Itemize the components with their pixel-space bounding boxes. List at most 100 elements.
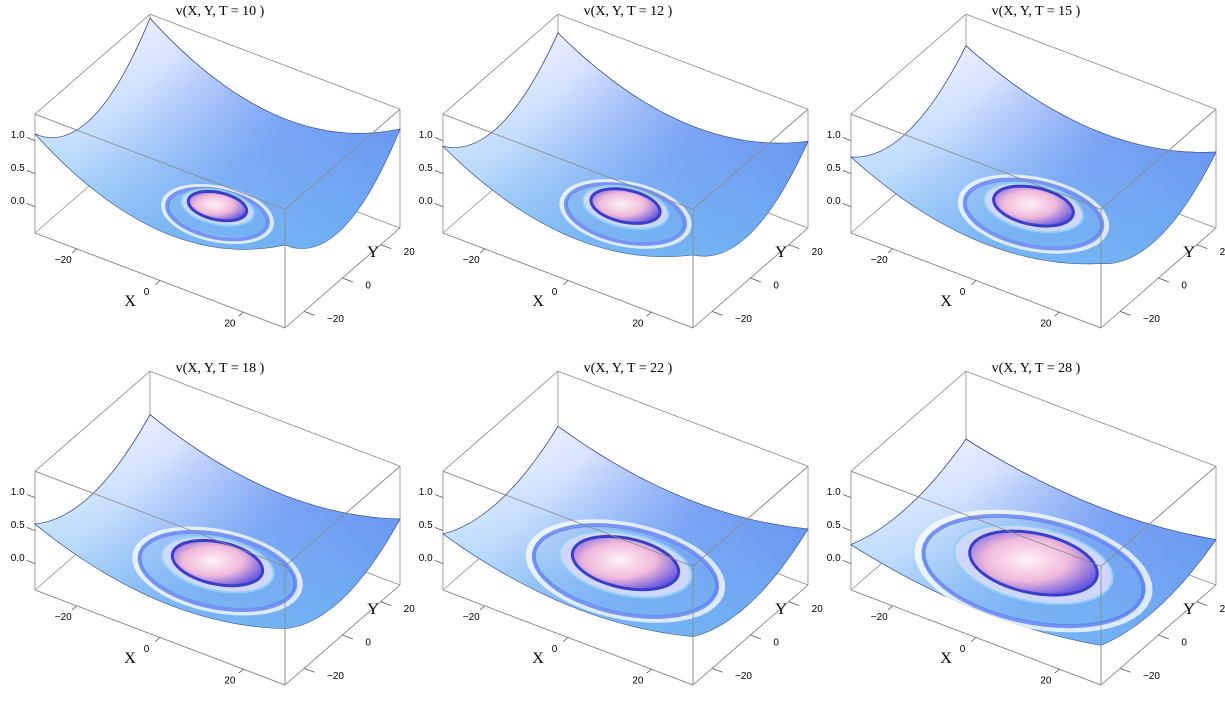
y-axis-label: Y [367,244,379,261]
y-tick-label: 0 [773,638,779,649]
z-tick-label: 0.5 [419,163,433,174]
x-tick-label: 20 [1040,318,1052,329]
z-tick [435,494,443,497]
chart-title: v(X, Y, T = 15 ) [992,4,1081,19]
x-tick [647,669,652,673]
y-tick [343,635,353,639]
y-tick [1159,635,1169,639]
x-tick [155,638,160,642]
y-axis-label: Y [367,601,379,618]
y-tick [712,668,722,672]
x-tick-label: −20 [871,612,888,623]
y-tick-label: 0 [1181,281,1187,292]
y-tick-label: 20 [404,247,416,258]
y-tick [1120,311,1130,315]
y-tick-label: −20 [1143,314,1160,325]
y-axis-label: Y [775,601,787,618]
y-tick [789,245,799,249]
x-tick-label: 20 [632,675,644,686]
x-tick-label: 20 [632,318,644,329]
x-tick-label: −20 [871,255,888,266]
x-tick-label: 0 [552,644,558,655]
x-tick-label: 20 [224,318,236,329]
z-tick-label: 0.5 [827,163,841,174]
x-tick [888,606,893,610]
y-tick [381,602,391,606]
x-tick-label: −20 [463,255,480,266]
y-tick-label: 0 [365,638,371,649]
x-tick-label: 0 [960,644,966,655]
y-tick-label: 20 [1220,604,1225,615]
z-tick-label: 0.5 [11,520,25,531]
z-tick [843,203,851,206]
surface-plot: −20020−200200.00.51.0v(X, Y, T = 28 )XY [827,361,1225,686]
y-tick-label: 20 [1220,247,1225,258]
z-tick [435,527,443,530]
y-tick [789,602,799,606]
x-tick-label: 20 [1040,675,1052,686]
x-tick [480,249,485,253]
z-tick-label: 0.0 [827,196,841,207]
chart-title: v(X, Y, T = 12 ) [584,4,673,19]
z-tick-label: 1.0 [827,130,841,141]
y-tick [304,668,314,672]
x-tick [563,638,568,642]
y-axis-label: Y [1183,601,1195,618]
chart-title: v(X, Y, T = 18 ) [176,361,265,376]
z-tick-label: 0.0 [419,553,433,564]
y-tick [751,278,761,282]
z-tick [27,203,35,206]
chart-grid: −20 0 20 −20 0 20 0.0 0.5 1.0 v(X, Y, T = 10 ) X Y −… [0,0,1225,715]
chart-title: v(X, Y, T = 22 ) [584,361,673,376]
x-axis-label: X [532,650,544,667]
z-tick-label: 0.0 [419,196,433,207]
x-axis-label: X [940,293,952,310]
z-tick-label: 0.5 [419,520,433,531]
x-tick [239,312,244,316]
y-tick-label: 20 [812,247,824,258]
y-tick-label: −20 [327,671,344,682]
x-axis-label: X [124,650,136,667]
chart-title: v(X, Y, T = 28 ) [992,361,1081,376]
x-tick [72,249,77,253]
y-tick-label: 0 [365,281,371,292]
y-tick [1197,602,1207,606]
surface-shade [443,426,808,636]
y-tick-label: 0 [1181,638,1187,649]
z-tick [435,170,443,173]
x-tick [239,669,244,673]
z-tick [435,203,443,206]
z-tick [843,170,851,173]
y-tick-label: −20 [735,671,752,682]
x-tick [155,281,160,285]
z-tick-label: 1.0 [827,487,841,498]
z-tick-label: 0.5 [827,520,841,531]
x-tick-label: −20 [55,255,72,266]
x-tick-label: 0 [144,287,150,298]
y-tick-label: 20 [404,604,416,615]
x-tick [971,281,976,285]
z-tick-label: 0.0 [11,553,25,564]
z-tick-label: 0.0 [827,553,841,564]
x-tick-label: −20 [55,612,72,623]
y-tick [381,245,391,249]
z-tick [843,494,851,497]
x-tick [72,606,77,610]
z-tick [435,560,443,563]
chart-title: v(X, Y, T = 10 ) [176,4,265,19]
y-tick-label: −20 [735,314,752,325]
x-axis-label: X [532,293,544,310]
y-axis-label: Y [1183,244,1195,261]
x-tick [1055,669,1060,673]
y-tick [1120,668,1130,672]
x-axis-label: X [124,293,136,310]
z-tick-label: 1.0 [11,130,25,141]
x-tick [563,281,568,285]
x-axis-label: X [940,650,952,667]
x-tick [1055,312,1060,316]
x-tick [480,606,485,610]
y-tick-label: 20 [812,604,824,615]
y-tick-label: 0 [773,281,779,292]
z-tick [27,494,35,497]
